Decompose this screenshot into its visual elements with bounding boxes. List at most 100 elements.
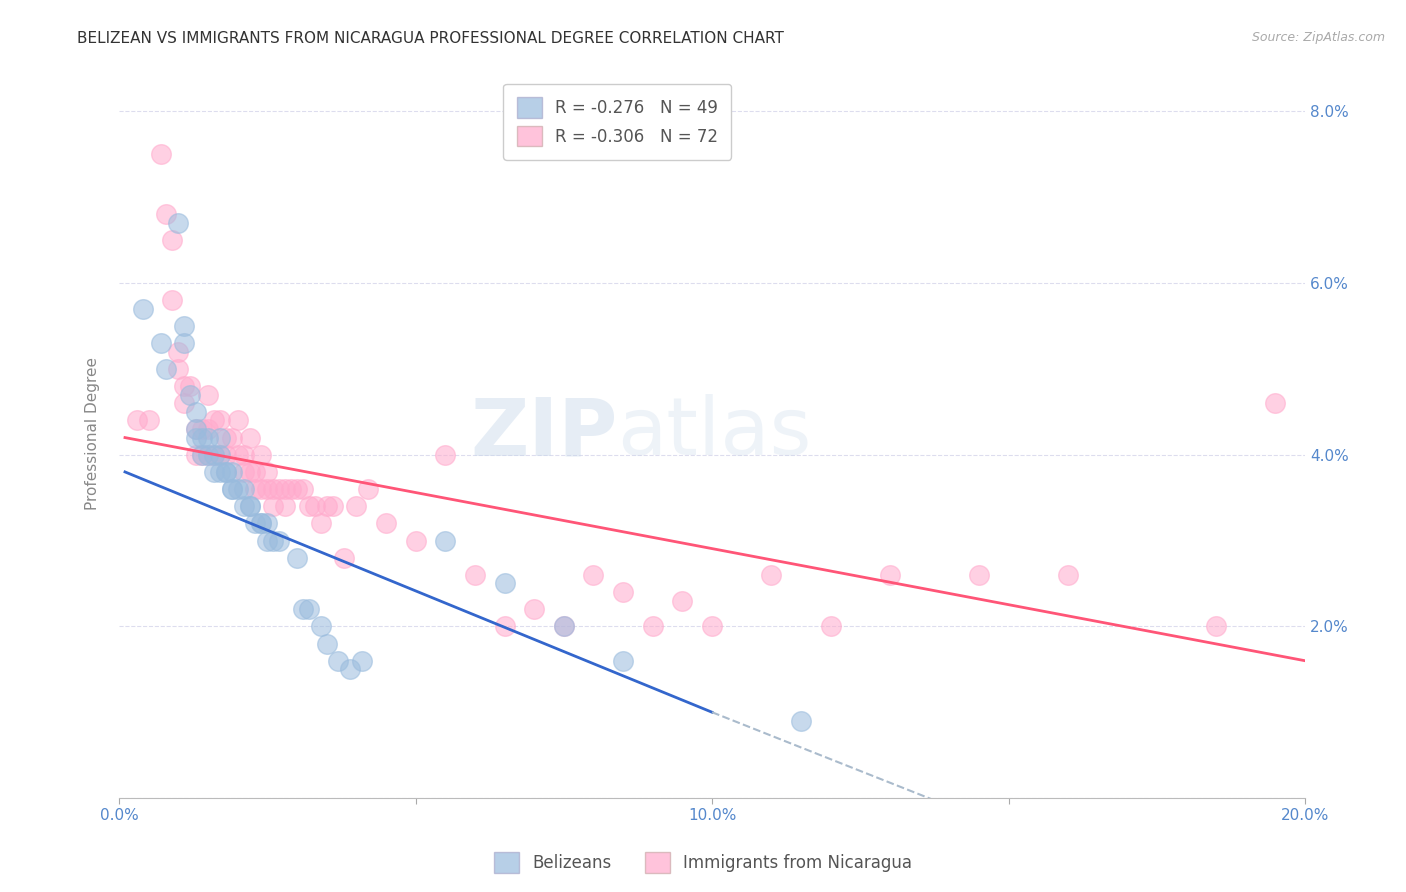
Point (202, 448, 225, 462)
Point (274, 500, 297, 514)
Point (245, 482, 267, 496)
Point (238, 500, 260, 514)
Point (245, 516, 267, 531)
Point (132, 301, 155, 316)
Point (226, 448, 249, 462)
Point (238, 431, 260, 445)
Point (262, 533, 284, 548)
Point (238, 500, 260, 514)
Point (374, 516, 396, 531)
Point (138, 413, 160, 427)
Point (339, 662, 361, 676)
Point (250, 448, 273, 462)
Point (197, 387, 219, 401)
Point (612, 585, 634, 599)
Point (125, 413, 148, 427)
Point (280, 482, 302, 496)
Point (191, 431, 214, 445)
Point (344, 500, 367, 514)
Point (226, 482, 249, 496)
Point (208, 448, 231, 462)
Point (197, 431, 219, 445)
Point (208, 465, 231, 479)
Point (173, 396, 195, 410)
Point (328, 654, 350, 668)
Point (197, 448, 219, 462)
Point (434, 533, 457, 548)
Point (186, 422, 208, 436)
Point (191, 422, 214, 436)
Point (215, 431, 238, 445)
Point (700, 619, 723, 633)
Point (202, 465, 225, 479)
Point (191, 448, 214, 462)
Point (179, 387, 201, 401)
Point (291, 482, 314, 496)
Point (149, 336, 172, 351)
Legend: Belizeans, Immigrants from Nicaragua: Belizeans, Immigrants from Nicaragua (488, 846, 918, 880)
Point (269, 533, 291, 548)
Point (226, 413, 249, 427)
Point (221, 465, 243, 479)
Point (250, 482, 273, 496)
Point (790, 714, 813, 728)
Point (256, 482, 278, 496)
Point (215, 465, 238, 479)
Point (494, 576, 516, 591)
Point (186, 431, 208, 445)
Point (173, 379, 195, 393)
Point (309, 516, 332, 531)
Point (167, 362, 190, 376)
Point (186, 448, 208, 462)
Point (155, 362, 177, 376)
Point (232, 500, 254, 514)
Text: ZIP: ZIP (470, 394, 617, 472)
Point (208, 413, 231, 427)
Y-axis label: Professional Degree: Professional Degree (86, 357, 100, 510)
Point (256, 533, 278, 548)
Point (191, 448, 214, 462)
Point (333, 550, 356, 565)
Point (186, 405, 208, 419)
Point (315, 636, 337, 650)
Point (215, 465, 238, 479)
Point (221, 431, 243, 445)
Point (464, 568, 486, 582)
Point (967, 568, 990, 582)
Point (167, 344, 190, 359)
Point (167, 216, 190, 230)
Point (285, 482, 308, 496)
Point (434, 448, 457, 462)
Point (553, 619, 575, 633)
Point (232, 482, 254, 496)
Point (173, 318, 195, 333)
Point (162, 293, 184, 308)
Point (612, 654, 634, 668)
Point (761, 568, 783, 582)
Point (494, 619, 516, 633)
Point (269, 482, 291, 496)
Text: atlas: atlas (617, 394, 811, 472)
Text: Source: ZipAtlas.com: Source: ZipAtlas.com (1251, 31, 1385, 45)
Point (1264, 396, 1286, 410)
Point (238, 465, 260, 479)
Legend: R = -0.276   N = 49, R = -0.306   N = 72: R = -0.276 N = 49, R = -0.306 N = 72 (503, 84, 731, 160)
Point (208, 448, 231, 462)
Point (155, 207, 177, 221)
Point (879, 568, 901, 582)
Point (352, 654, 374, 668)
Point (641, 619, 664, 633)
Text: BELIZEAN VS IMMIGRANTS FROM NICARAGUA PROFESSIONAL DEGREE CORRELATION CHART: BELIZEAN VS IMMIGRANTS FROM NICARAGUA PR… (77, 31, 785, 46)
Point (221, 482, 243, 496)
Point (285, 550, 308, 565)
Point (202, 448, 225, 462)
Point (262, 500, 284, 514)
Point (232, 465, 254, 479)
Point (256, 465, 278, 479)
Point (1057, 568, 1080, 582)
Point (215, 448, 238, 462)
Point (322, 500, 344, 514)
Point (523, 602, 546, 616)
Point (304, 500, 326, 514)
Point (149, 147, 172, 161)
